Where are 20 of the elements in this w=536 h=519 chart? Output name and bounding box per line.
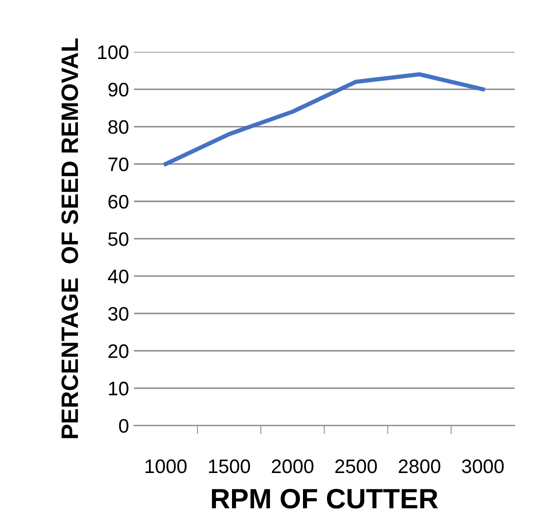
y-axis-title: PERCENTAGE OF SEED REMOVAL xyxy=(61,38,78,438)
y-tick-label: 50 xyxy=(108,232,128,246)
line-series xyxy=(164,72,485,166)
y-tick-label: 10 xyxy=(108,382,128,396)
x-tick-label: 3000 xyxy=(462,459,504,474)
y-tick-label: 60 xyxy=(108,194,128,209)
y-tick-label: 0 xyxy=(119,419,128,433)
x-tick-label: 2800 xyxy=(398,459,440,474)
y-tick-label: 40 xyxy=(108,270,128,284)
y-tick-label: 90 xyxy=(108,82,128,97)
y-tick-label: 100 xyxy=(98,45,128,60)
x-axis-title: RPM OF CUTTER xyxy=(212,488,438,509)
x-tick-label: 2000 xyxy=(272,459,314,474)
y-tick-label: 70 xyxy=(108,157,128,172)
x-tick-label: 1500 xyxy=(208,459,250,474)
x-tick-label: 1000 xyxy=(146,459,187,474)
x-tick-label: 2500 xyxy=(335,459,377,474)
y-tick-label: 30 xyxy=(108,306,128,321)
y-tick-label: 80 xyxy=(108,120,128,134)
y-tick-label: 20 xyxy=(108,344,128,358)
